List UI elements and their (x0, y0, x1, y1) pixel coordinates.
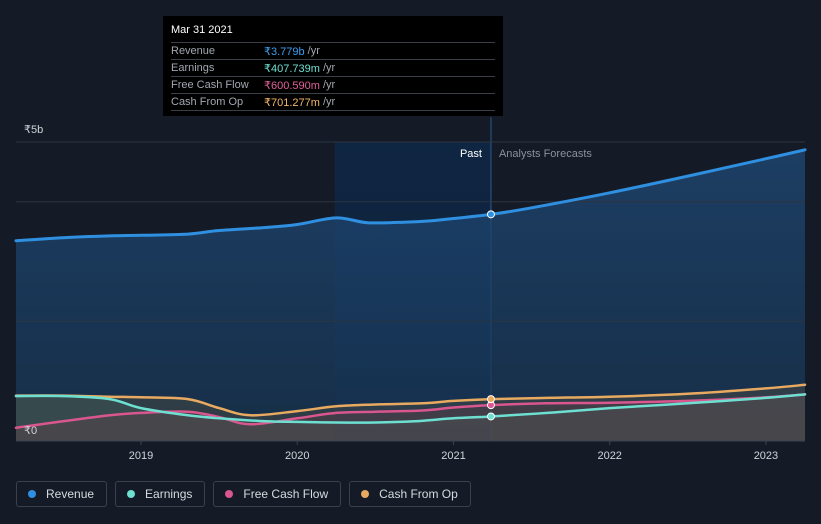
tooltip-unit: /yr (322, 96, 336, 108)
legend-label: Cash From Op (379, 487, 458, 501)
x-tick-label: 2022 (597, 450, 621, 462)
tooltip: Mar 31 2021 Revenue ₹3.779b /yr Earnings… (163, 16, 503, 116)
legend-dot-icon (127, 490, 136, 498)
legend-dot-icon (225, 490, 234, 498)
legend-label: Revenue (46, 487, 95, 501)
tooltip-row-cash-from-op: Cash From Op ₹701.277m /yr (171, 93, 495, 111)
x-tick-label: 2019 (129, 450, 153, 462)
revenue-line (14, 148, 807, 243)
revenue-area (16, 149, 805, 442)
legend-item-cash-from-op[interactable]: Cash From Op (349, 481, 471, 507)
legend-item-revenue[interactable]: Revenue (16, 481, 108, 507)
past-label: Past (460, 148, 482, 160)
legend-item-free-cash-flow[interactable]: Free Cash Flow (213, 481, 342, 507)
tooltip-row-revenue: Revenue ₹3.779b /yr (171, 42, 495, 59)
cash-from-op-area (16, 384, 805, 441)
tooltip-value: ₹407.739m (264, 62, 320, 75)
revenue-marker (486, 210, 495, 219)
legend: Revenue Earnings Free Cash Flow Cash Fro… (16, 481, 471, 507)
x-tick-label: 2023 (754, 450, 778, 462)
tooltip-label: Free Cash Flow (171, 79, 249, 91)
tooltip-unit: /yr (322, 62, 336, 74)
y-axis-label-bottom: ₹0 (24, 425, 37, 437)
legend-dot-icon (28, 490, 36, 498)
forecast-label: Analysts Forecasts (499, 148, 592, 160)
tooltip-unit: /yr (307, 45, 320, 57)
tooltip-value: ₹600.590m (264, 79, 320, 92)
tooltip-label: Earnings (171, 62, 215, 74)
cash-from-op-line (14, 383, 807, 417)
legend-label: Free Cash Flow (243, 487, 329, 501)
tooltip-label: Cash From Op (171, 96, 244, 108)
legend-item-earnings[interactable]: Earnings (115, 481, 206, 507)
x-tick-label: 2020 (285, 450, 309, 462)
free-cash-flow-area (16, 394, 805, 441)
legend-dot-icon (361, 490, 370, 498)
free-cash-flow-line (14, 393, 807, 430)
tooltip-label: Revenue (171, 45, 216, 57)
earnings-marker (486, 412, 495, 421)
legend-label: Earnings (145, 487, 193, 501)
cash-from-op-marker (486, 395, 495, 404)
y-axis-label-top: ₹5b (24, 124, 43, 136)
tooltip-unit: /yr (322, 79, 336, 91)
earnings-line (14, 393, 807, 424)
tooltip-row-free-cash-flow: Free Cash Flow ₹600.590m /yr (171, 76, 495, 93)
tooltip-date: Mar 31 2021 (171, 24, 233, 36)
tooltip-value: ₹701.277m (264, 96, 320, 109)
earnings-area (16, 394, 805, 441)
x-tick-label: 2021 (441, 450, 465, 462)
tooltip-value: ₹3.779b (264, 45, 305, 58)
tooltip-row-earnings: Earnings ₹407.739m /yr (171, 59, 495, 76)
